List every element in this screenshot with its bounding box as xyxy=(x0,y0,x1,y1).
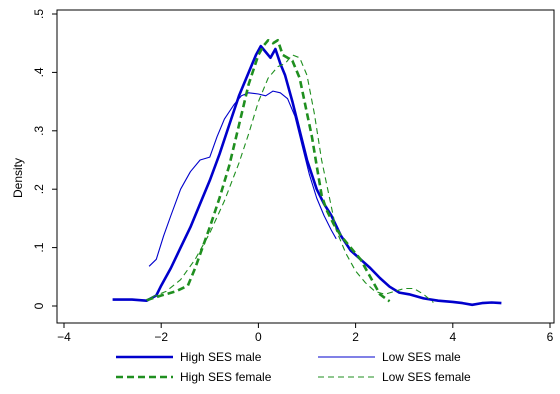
legend-label-2: Low SES male xyxy=(382,350,461,364)
y-tick-label: .3 xyxy=(32,125,46,135)
y-tick-label: 0 xyxy=(32,302,46,309)
y-tick-label: .2 xyxy=(32,184,46,194)
series-line-1 xyxy=(112,44,502,307)
series-line-3 xyxy=(146,39,391,303)
plot-frame xyxy=(56,9,555,324)
legend-label-3: High SES female xyxy=(180,370,272,384)
x-tick-label: 6 xyxy=(547,330,554,344)
legend-label-4: Low SES female xyxy=(382,370,471,384)
series-line-2 xyxy=(148,90,337,267)
series-line-4 xyxy=(151,54,434,303)
y-tick-label: .4 xyxy=(32,67,46,77)
x-tick-label: 0 xyxy=(255,330,262,344)
y-axis-title: Density xyxy=(11,158,25,198)
y-axis: 0 .1 .2 .3 .4 .5 xyxy=(32,9,57,309)
series-layer xyxy=(112,39,502,307)
legend-label-1: High SES male xyxy=(180,350,262,364)
y-tick-label: .5 xyxy=(32,9,46,19)
x-axis: −4 −2 0 2 4 6 xyxy=(57,323,554,344)
y-tick-label: .1 xyxy=(32,242,46,252)
legend: High SES male Low SES male High SES female… xyxy=(116,350,471,384)
x-tick-label: 4 xyxy=(449,330,456,344)
x-tick-label: −4 xyxy=(57,330,71,344)
x-tick-label: 2 xyxy=(352,330,359,344)
x-tick-label: −2 xyxy=(154,330,168,344)
